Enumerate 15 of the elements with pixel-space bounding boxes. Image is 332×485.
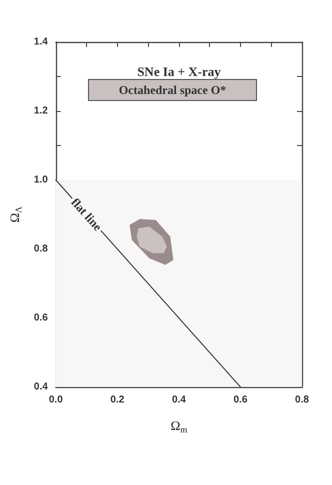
y-tick-label: 0.6 xyxy=(34,312,48,324)
y-tick-label: 1.4 xyxy=(34,36,48,48)
y-axis-title: ΩΛ xyxy=(7,206,24,223)
y-tick-label: 1.0 xyxy=(34,174,48,186)
caption-box: Octahedral space O* xyxy=(88,79,257,101)
x-tick-label: 0.0 xyxy=(48,394,64,406)
text: SNe Ia + X-ray xyxy=(137,64,222,79)
x-tick-label: 0.2 xyxy=(110,394,125,406)
y-tick-label: 0.4 xyxy=(34,382,48,392)
x-tick-label: 0.4 xyxy=(172,394,186,406)
y-tick-label: 0.8 xyxy=(34,244,48,254)
y-tick-label: 1.2 xyxy=(34,106,48,116)
x-tick-label: 0.8 xyxy=(295,394,310,406)
x-tick-label: 0.6 xyxy=(233,394,248,406)
annotation: flat line xyxy=(68,195,106,234)
